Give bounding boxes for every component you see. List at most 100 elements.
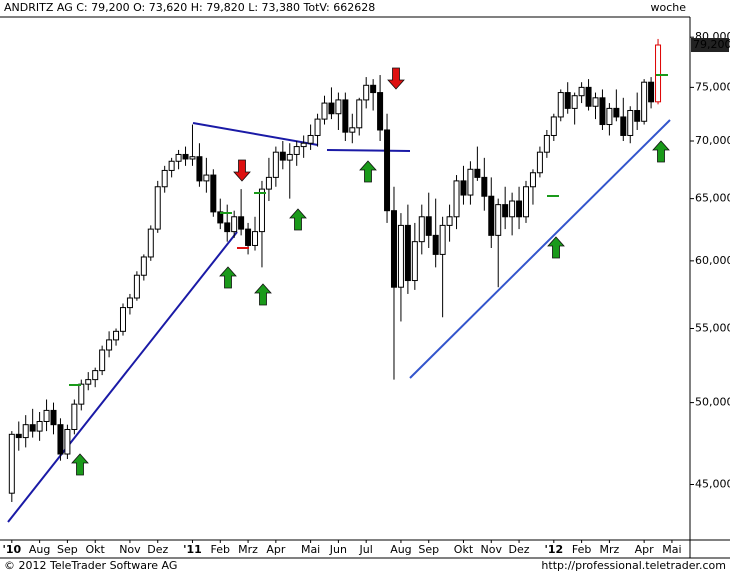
candle-body [390, 210, 397, 288]
signal-arrow [387, 67, 405, 90]
signal-arrow [254, 283, 272, 306]
candle-body [328, 102, 335, 115]
candle-body [599, 97, 606, 126]
candle-body [620, 116, 627, 136]
signal-arrow [359, 160, 377, 183]
signal-arrow [289, 208, 307, 231]
candle-body [36, 420, 43, 432]
candle-body [585, 86, 592, 107]
candle-body [293, 146, 300, 155]
x-tick-label: '12 [544, 543, 563, 556]
candle-body [397, 224, 404, 288]
candle-body [71, 403, 78, 430]
candle-body [543, 134, 550, 153]
candle-body [8, 433, 15, 494]
signal-arrow [547, 236, 565, 259]
candle-body [300, 142, 307, 148]
candle-body [182, 153, 189, 160]
candle-body [335, 99, 342, 115]
candle-body [481, 176, 488, 197]
candle-body [196, 156, 203, 182]
trendline [7, 231, 238, 523]
candle-body [488, 195, 495, 236]
candle-body [439, 224, 446, 255]
candle-body [592, 97, 599, 107]
x-tick-label: Feb [572, 543, 591, 556]
candle-body [161, 169, 168, 188]
candle-body [29, 424, 36, 432]
candle-body [217, 211, 224, 224]
y-tick-label: 50,000 [695, 396, 730, 409]
x-tick-label: Jun [329, 543, 347, 556]
candle-body [224, 222, 231, 233]
candle-body [529, 172, 536, 188]
candle-body [265, 176, 272, 190]
candle-body [641, 81, 648, 122]
candle-body [321, 102, 328, 120]
candle-body [140, 256, 147, 276]
candle-body [384, 129, 391, 212]
chart-title: ANDRITZ AG C: 79,200 O: 73,620 H: 79,820… [4, 1, 375, 14]
x-tick-label: Jul [359, 543, 373, 556]
last-price-label: 79,200 [693, 38, 730, 51]
candle-body [85, 379, 92, 385]
candle-body [168, 160, 175, 171]
candle-body [571, 95, 578, 109]
candle-body [404, 224, 411, 282]
candle-body [175, 153, 182, 162]
candle-body [99, 349, 106, 372]
signal-arrow [233, 159, 251, 182]
footer-copyright: © 2012 TeleTrader Software AG [4, 559, 177, 572]
candle-body [307, 134, 314, 144]
candle-body [78, 383, 85, 405]
candle-body [613, 107, 620, 118]
candle-body [43, 409, 50, 422]
x-tick-label: Sep [418, 543, 439, 556]
signal-arrow [71, 453, 89, 476]
candle-body [349, 127, 356, 133]
trendline [326, 149, 411, 152]
x-tick-label: Mrz [599, 543, 619, 556]
candle-body [119, 307, 126, 332]
candle-body [627, 110, 634, 136]
candle-body [509, 200, 516, 218]
candle-body [474, 168, 481, 178]
signal-arrow [219, 266, 237, 289]
x-tick-label: Okt [86, 543, 106, 556]
candle-body [126, 297, 133, 309]
candle-body [64, 428, 71, 455]
candle-body [15, 433, 22, 439]
x-tick-label: Nov [481, 543, 503, 556]
x-tick-label: Feb [211, 543, 230, 556]
candle-body [550, 116, 557, 136]
y-tick-label: 45,000 [695, 478, 730, 491]
candle-body [286, 153, 293, 161]
candle-body [258, 188, 265, 233]
candle-body [356, 99, 363, 129]
x-tick-label: Mai [662, 543, 681, 556]
x-tick-label: Dez [509, 543, 530, 556]
candle-body [578, 86, 585, 97]
candle-body [57, 424, 64, 455]
candle-body [453, 180, 460, 218]
candle-body [231, 216, 238, 233]
candle-body [252, 231, 259, 246]
candle-body [113, 330, 120, 341]
y-tick-label: 70,000 [695, 134, 730, 147]
candle-body [648, 81, 655, 103]
candle-body [564, 92, 571, 109]
candle-body [272, 151, 279, 178]
footer-url: http://professional.teletrader.com [541, 559, 726, 572]
candle-body [557, 92, 564, 118]
candle-body [154, 186, 161, 230]
candle-body [133, 274, 140, 299]
candle-body [495, 204, 502, 236]
x-tick-label: Nov [119, 543, 141, 556]
x-tick-label: Mrz [238, 543, 258, 556]
y-tick-label: 65,000 [695, 192, 730, 205]
candle-body [411, 241, 418, 282]
x-tick-label: Aug [390, 543, 411, 556]
candle-body [210, 174, 217, 213]
candle-body [606, 107, 613, 126]
